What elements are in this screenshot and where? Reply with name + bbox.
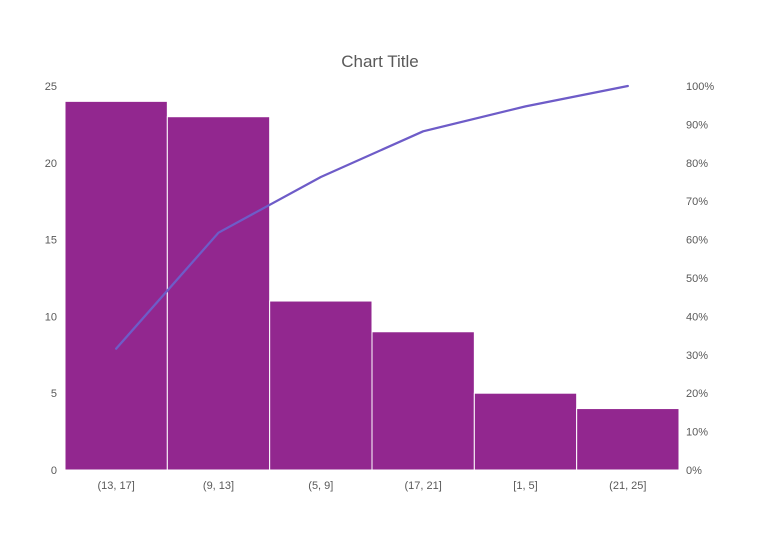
y-tick-label: 25 <box>45 81 57 93</box>
secondary-y-tick-label: 40% <box>686 311 708 323</box>
x-tick-label: (9, 13] <box>203 480 234 492</box>
secondary-y-tick-label: 70% <box>686 196 708 208</box>
y-tick-label: 10 <box>45 311 57 323</box>
bar-5 <box>576 408 680 471</box>
x-tick-label: (17, 21] <box>405 480 442 492</box>
y-tick-label: 0 <box>51 465 57 477</box>
secondary-y-tick-label: 10% <box>686 427 708 439</box>
x-axis-tick-labels: (13, 17] (9, 13] (5, 9] (17, 21] [1, 5] (21, … <box>98 480 647 492</box>
secondary-y-tick-label: 80% <box>686 158 708 170</box>
secondary-y-tick-label: 90% <box>686 119 708 131</box>
secondary-y-tick-label: 50% <box>686 273 708 285</box>
x-tick-label: (21, 25] <box>609 480 646 492</box>
bar-2 <box>269 300 373 471</box>
secondary-y-tick-label: 30% <box>686 350 708 362</box>
y-tick-label: 5 <box>51 388 57 400</box>
secondary-y-tick-label: 100% <box>686 81 714 93</box>
secondary-y-tick-label: 60% <box>686 235 708 247</box>
chart-title: Chart Title <box>341 52 418 71</box>
y-axis-tick-labels: 0 5 10 15 20 25 <box>45 81 57 477</box>
bar-1 <box>166 116 271 471</box>
x-tick-label: (5, 9] <box>308 480 333 492</box>
x-tick-label: (13, 17] <box>98 480 135 492</box>
secondary-y-axis-tick-labels: 0% 10% 20% 30% 40% 50% 60% 70% 80% 90% 100% <box>686 81 714 477</box>
x-tick-label: [1, 5] <box>513 480 537 492</box>
bar-4 <box>473 392 578 471</box>
secondary-y-tick-label: 20% <box>686 388 708 400</box>
cumulative-percent-line <box>115 84 629 350</box>
secondary-y-tick-label: 0% <box>686 465 702 477</box>
cumulative-line-group <box>115 84 629 350</box>
bar-3 <box>371 331 475 471</box>
y-tick-label: 15 <box>45 235 57 247</box>
bars-group <box>64 100 680 471</box>
bar-0 <box>64 100 168 471</box>
y-tick-label: 20 <box>45 158 57 170</box>
